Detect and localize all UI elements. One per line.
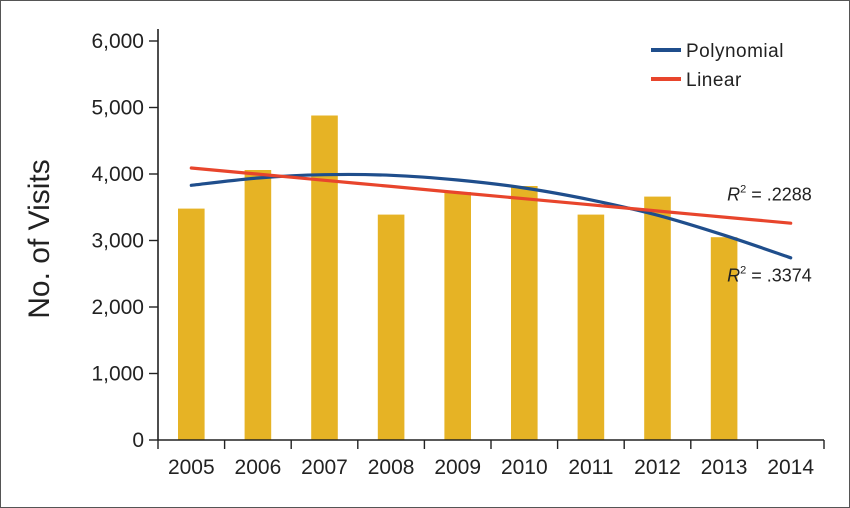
annotations-layer: R2 = .2288 R2 = .3374 [727, 184, 812, 286]
y-tick-label: 3,000 [91, 230, 144, 253]
x-tick-label: 2011 [568, 456, 613, 479]
bars-layer [178, 115, 738, 440]
bar-2013 [710, 237, 738, 440]
bar-2005 [178, 208, 205, 440]
x-tick-label: 2005 [168, 456, 215, 479]
y-tick-label: 5,000 [91, 97, 144, 120]
r-squared-annotation: R2 = .2288 [727, 184, 812, 205]
bar-2008 [377, 214, 405, 440]
bar-2009 [444, 192, 471, 440]
legend-label-polynomial: Polynomial [686, 41, 784, 62]
legend-label-linear: Linear [686, 70, 742, 91]
bar-2010 [511, 186, 538, 440]
x-tick-label: 2009 [434, 456, 481, 479]
bar-2011 [577, 214, 605, 440]
y-tick-label: 4,000 [91, 163, 144, 186]
trendline-linear [189, 166, 793, 225]
bar-2012 [644, 196, 671, 440]
x-tick-label: 2006 [235, 456, 282, 479]
x-tick-label: 2012 [634, 456, 681, 479]
y-tick-label: 0 [132, 429, 144, 452]
x-tick-label: 2013 [701, 456, 748, 479]
y-tick-label: 2,000 [91, 296, 144, 319]
bar-2007 [311, 115, 338, 440]
r-squared-annotation: R2 = .3374 [727, 265, 812, 286]
bar-2006 [244, 170, 272, 440]
x-tick-label: 2010 [501, 456, 548, 479]
y-tick-label: 6,000 [91, 30, 144, 53]
x-tick-label: 2007 [301, 456, 348, 479]
legend: Polynomial Linear [651, 41, 784, 91]
y-axis-title: No. of Visits [23, 159, 56, 319]
trendlines-layer [189, 166, 793, 260]
x-tick-label: 2008 [368, 456, 415, 479]
axes-layer: 0 1,000 2,000 3,000 4,000 5,000 6,000 2005 2006 2… [91, 29, 825, 479]
y-tick-label: 1,000 [91, 363, 144, 386]
x-tick-label: 2014 [767, 456, 814, 479]
